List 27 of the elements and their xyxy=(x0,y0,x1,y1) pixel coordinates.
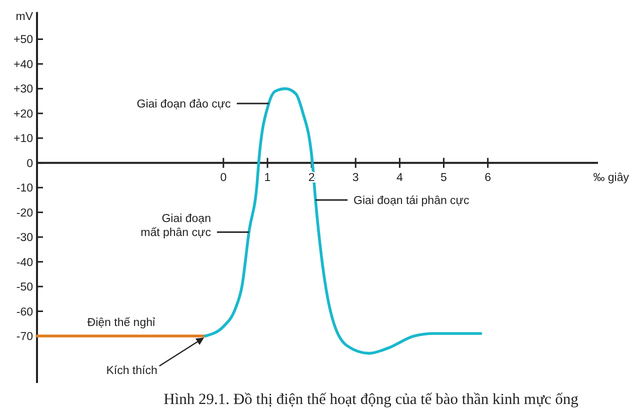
x-tick-label: 1 xyxy=(264,172,271,184)
series-label: Điện thế nghỉ xyxy=(87,317,156,330)
x-tick-label: 5 xyxy=(440,172,447,184)
y-tick-label: -50 xyxy=(16,282,33,294)
x-tick-label: 4 xyxy=(396,172,404,184)
x-tick-label: 6 xyxy=(484,172,492,184)
y-tick-label: +40 xyxy=(13,58,33,71)
x-axis-title: ‰ giây xyxy=(593,172,630,184)
annotation: Kích thích xyxy=(106,365,158,378)
y-tick-label: -40 xyxy=(16,256,33,269)
y-tick-label: +10 xyxy=(13,133,33,146)
y-tick-label: +30 xyxy=(13,84,33,96)
annotation: Giai đoạn mất phân cực xyxy=(140,212,212,240)
text: Hình 29.1. Đồ thị điện thế hoạt động của tế bào thần kinh mực ống xyxy=(164,391,579,408)
y-tick-label: +50 xyxy=(13,34,33,46)
y-tick-label: -10 xyxy=(16,182,33,195)
y-tick-label: -20 xyxy=(16,207,33,220)
y-tick-label: -30 xyxy=(16,232,33,244)
y-tick-label: -60 xyxy=(16,306,33,318)
y-tick-label: -70 xyxy=(16,331,33,344)
annotation: Giai đoạn đảo cực xyxy=(136,98,232,111)
annotation: Giai đoạn tái phân cực xyxy=(354,195,470,207)
x-tick-label: 0 xyxy=(220,172,227,184)
y-axis-title: mV xyxy=(16,11,34,23)
y-tick-label: +20 xyxy=(13,108,33,120)
y-tick-label: 0 xyxy=(26,158,33,170)
x-tick-label: 3 xyxy=(352,172,359,184)
